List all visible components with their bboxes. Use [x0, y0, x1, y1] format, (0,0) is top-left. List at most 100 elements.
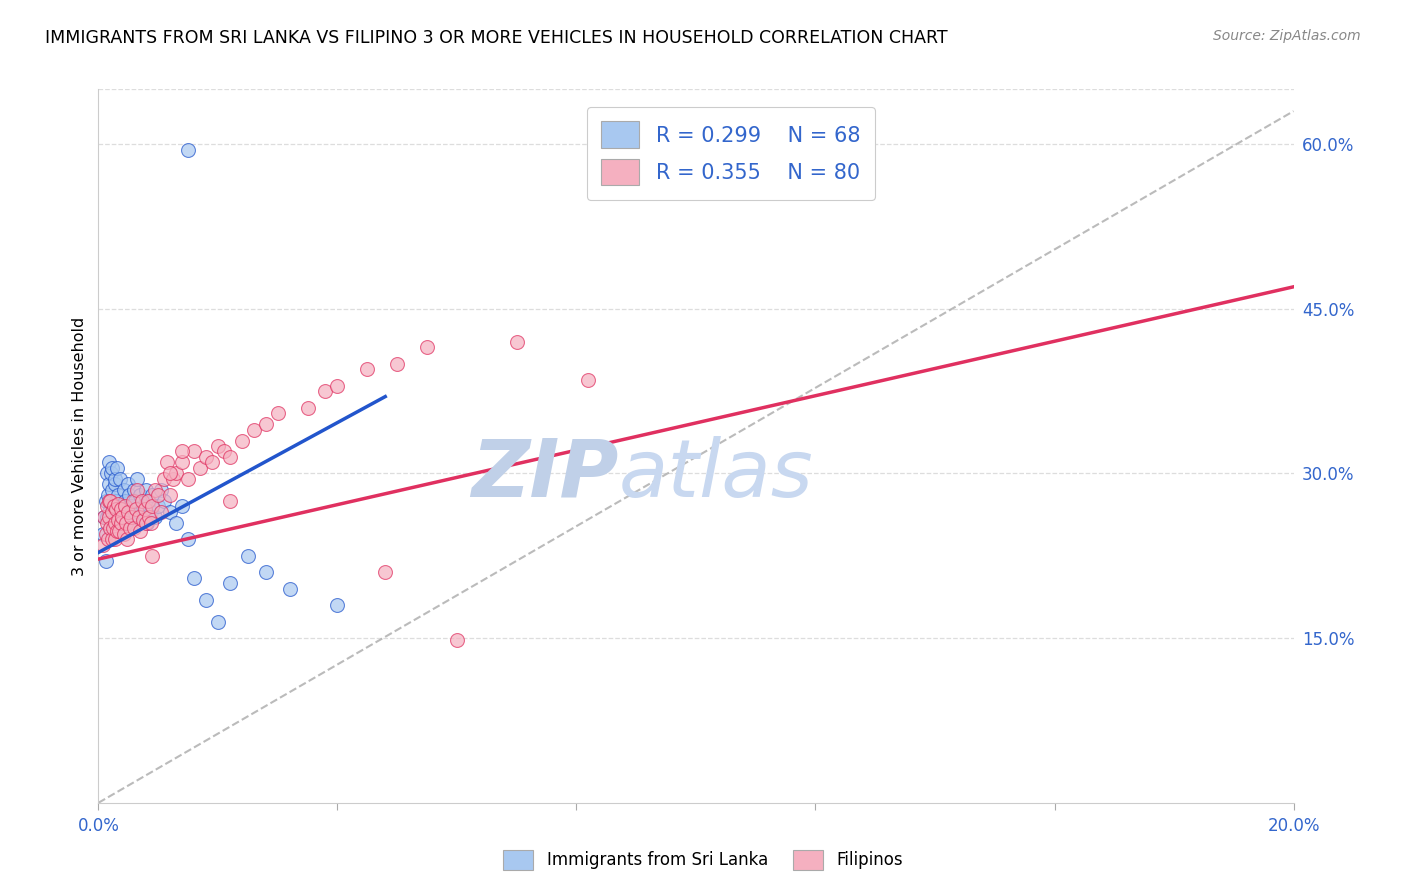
- Point: [124, 483, 146, 497]
- Point: [138, 494, 160, 508]
- Point: [127, 483, 149, 497]
- Point: [108, 472, 131, 486]
- Point: [177, 533, 200, 547]
- Point: [103, 477, 125, 491]
- Point: [114, 494, 136, 508]
- Point: [104, 510, 127, 524]
- Point: [98, 521, 122, 535]
- Point: [108, 505, 131, 519]
- Point: [100, 533, 122, 547]
- Point: [105, 524, 128, 538]
- Point: [138, 510, 160, 524]
- Point: [159, 467, 181, 481]
- Point: [98, 494, 122, 508]
- Point: [446, 633, 468, 648]
- Point: [110, 500, 132, 514]
- Point: [107, 510, 129, 524]
- Point: [107, 488, 129, 502]
- Point: [231, 434, 253, 448]
- Point: [165, 467, 187, 481]
- Point: [143, 483, 166, 497]
- Point: [110, 516, 132, 530]
- Point: [96, 516, 118, 530]
- Point: [98, 510, 121, 524]
- Point: [97, 494, 120, 508]
- Point: [105, 461, 128, 475]
- Point: [183, 444, 205, 458]
- Point: [103, 516, 125, 530]
- Point: [115, 533, 138, 547]
- Point: [132, 500, 155, 514]
- Point: [112, 483, 135, 497]
- Point: [111, 516, 134, 530]
- Point: [98, 521, 122, 535]
- Point: [111, 510, 134, 524]
- Point: [183, 571, 205, 585]
- Text: Source: ZipAtlas.com: Source: ZipAtlas.com: [1213, 29, 1361, 43]
- Point: [139, 505, 162, 519]
- Point: [128, 505, 150, 519]
- Point: [132, 512, 155, 526]
- Point: [96, 510, 118, 524]
- Point: [159, 488, 181, 502]
- Point: [97, 488, 120, 502]
- Point: [134, 510, 156, 524]
- Point: [201, 455, 224, 469]
- Point: [326, 598, 349, 612]
- Point: [98, 494, 122, 508]
- Text: ZIP: ZIP: [471, 435, 619, 514]
- Point: [101, 483, 124, 497]
- Point: [110, 501, 132, 516]
- Text: atlas: atlas: [619, 435, 813, 514]
- Point: [143, 510, 166, 524]
- Text: IMMIGRANTS FROM SRI LANKA VS FILIPINO 3 OR MORE VEHICLES IN HOUSEHOLD CORRELATIO: IMMIGRANTS FROM SRI LANKA VS FILIPINO 3 …: [45, 29, 948, 46]
- Point: [141, 488, 163, 502]
- Point: [254, 566, 277, 580]
- Point: [117, 477, 139, 491]
- Legend: R = 0.299    N = 68, R = 0.355    N = 80: R = 0.299 N = 68, R = 0.355 N = 80: [586, 107, 875, 200]
- Point: [150, 483, 173, 497]
- Point: [100, 467, 122, 481]
- Point: [114, 500, 136, 514]
- Point: [207, 439, 229, 453]
- Point: [100, 505, 122, 519]
- Point: [153, 494, 176, 508]
- Point: [136, 516, 159, 530]
- Point: [315, 384, 337, 398]
- Point: [120, 521, 142, 535]
- Point: [120, 500, 142, 514]
- Point: [212, 444, 235, 458]
- Point: [124, 494, 146, 508]
- Point: [136, 494, 159, 508]
- Point: [108, 524, 131, 538]
- Point: [103, 500, 125, 514]
- Point: [159, 505, 181, 519]
- Point: [93, 510, 115, 524]
- Point: [177, 472, 200, 486]
- Point: [139, 516, 162, 530]
- Point: [117, 505, 139, 519]
- Point: [127, 472, 149, 486]
- Point: [107, 512, 129, 526]
- Point: [125, 501, 148, 516]
- Point: [385, 357, 409, 371]
- Point: [97, 533, 120, 547]
- Point: [172, 500, 194, 514]
- Point: [162, 472, 184, 486]
- Y-axis label: 3 or more Vehicles in Household: 3 or more Vehicles in Household: [72, 317, 87, 575]
- Point: [94, 526, 117, 541]
- Point: [91, 538, 114, 552]
- Point: [254, 417, 277, 431]
- Point: [219, 576, 242, 591]
- Point: [131, 494, 153, 508]
- Point: [150, 505, 173, 519]
- Point: [101, 461, 124, 475]
- Point: [153, 472, 176, 486]
- Point: [96, 554, 118, 568]
- Point: [134, 501, 156, 516]
- Point: [172, 455, 194, 469]
- Point: [105, 521, 128, 535]
- Point: [96, 500, 118, 514]
- Point: [129, 524, 152, 538]
- Point: [148, 500, 170, 514]
